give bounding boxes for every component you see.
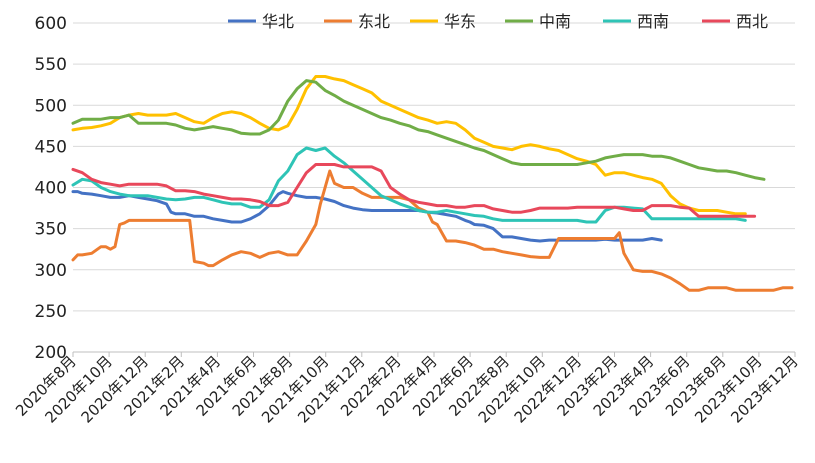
legend-label: 东北 xyxy=(358,12,390,31)
legend-label: 华东 xyxy=(444,12,476,31)
legend-label: 华北 xyxy=(262,12,294,31)
x-axis-tick-labels: 2020年8月2020年10月2020年12月2021年2月2021年4月202… xyxy=(12,352,802,427)
y-axis-tick-labels: 200 250 300 350 400 450 500 550 600 xyxy=(35,14,67,363)
y-tick-label: 400 xyxy=(35,179,67,199)
gridlines xyxy=(73,22,795,353)
legend-label: 西南 xyxy=(637,12,669,31)
series-line-4 xyxy=(71,146,747,224)
series-line-5 xyxy=(71,163,757,218)
y-tick-label: 350 xyxy=(35,220,67,240)
y-tick-label: 500 xyxy=(35,96,67,116)
series-lines xyxy=(71,75,794,292)
legend-label: 中南 xyxy=(539,12,571,31)
y-tick-label: 550 xyxy=(35,55,67,75)
y-tick-label: 600 xyxy=(35,14,67,34)
series-line-1 xyxy=(71,169,794,292)
y-tick-label: 250 xyxy=(35,302,67,322)
y-tick-label: 300 xyxy=(35,261,67,281)
legend: 华北 东北 华东 中南 西南 西北 xyxy=(228,12,768,31)
y-tick-label: 450 xyxy=(35,137,67,157)
y-tick-label: 200 xyxy=(35,343,67,363)
series-line-2 xyxy=(71,75,747,216)
series-line-3 xyxy=(71,79,766,181)
legend-label: 西北 xyxy=(736,12,768,31)
